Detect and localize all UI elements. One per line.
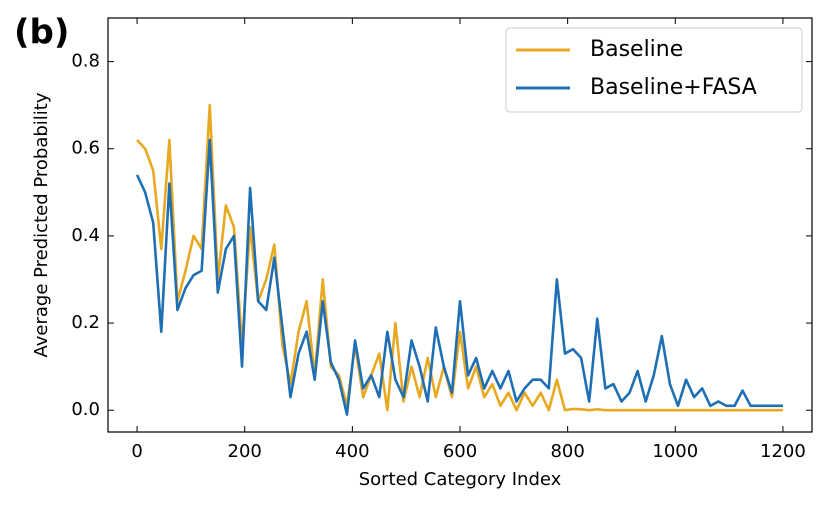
x-tick-label: 400 <box>335 441 369 462</box>
series-line <box>135 138 783 416</box>
series-line <box>136 103 783 412</box>
x-tick-label: 200 <box>228 441 262 462</box>
plot-frame <box>107 17 813 433</box>
y-tick-label: 0.6 <box>71 138 100 159</box>
x-tick-label: 800 <box>550 441 584 462</box>
y-tick-label: 0.0 <box>71 399 100 420</box>
legend-box <box>505 27 803 113</box>
panel-label: (b) <box>14 13 69 53</box>
x-tick-label: 600 <box>443 441 477 462</box>
y-axis-label: Average Predicted Probability <box>31 92 52 357</box>
x-tick-label: 1000 <box>652 441 698 462</box>
y-tick-label: 0.8 <box>71 51 100 72</box>
x-tick-label: 1200 <box>760 441 806 462</box>
legend-label: Baseline+FASA <box>590 75 757 100</box>
legend-label: Baseline <box>590 37 683 62</box>
y-tick-label: 0.2 <box>71 312 100 333</box>
y-tick-label: 0.4 <box>71 225 100 246</box>
x-axis-label: Sorted Category Index <box>359 469 562 490</box>
x-tick-label: 0 <box>131 441 142 462</box>
